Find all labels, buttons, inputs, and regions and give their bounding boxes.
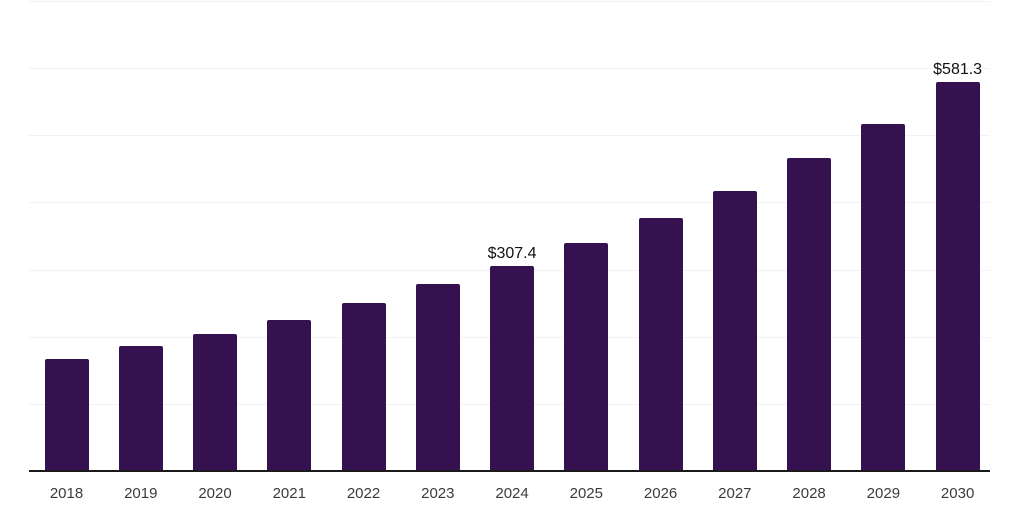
bar-2023 xyxy=(415,284,460,472)
x-tick-2030: 2030 xyxy=(940,485,975,502)
data-label-2030: $581.3 xyxy=(933,60,983,78)
bar-2021 xyxy=(267,319,312,472)
bar-2025 xyxy=(564,243,609,472)
x-axis-line xyxy=(29,470,990,472)
bar-2027 xyxy=(712,190,757,472)
bar-2026 xyxy=(638,218,683,472)
x-tick-2023: 2023 xyxy=(421,485,455,502)
x-tick-2019: 2019 xyxy=(124,485,158,502)
x-tick-2018: 2018 xyxy=(49,485,84,502)
x-tick-2024: 2024 xyxy=(495,485,529,502)
gridline xyxy=(29,135,990,137)
x-tick-2022: 2022 xyxy=(346,485,381,502)
data-label-2024: $307.4 xyxy=(487,244,537,262)
bar-2024 xyxy=(490,265,535,472)
gridline xyxy=(29,202,990,204)
x-tick-2027: 2027 xyxy=(718,485,752,502)
bar-2019 xyxy=(118,346,163,472)
bar-2018 xyxy=(44,358,89,472)
bar-2020 xyxy=(193,333,238,472)
gridline xyxy=(29,1,990,2)
gridline xyxy=(29,68,990,70)
x-tick-2029: 2029 xyxy=(866,485,901,502)
bar-2028 xyxy=(787,158,832,472)
bar-2030 xyxy=(935,81,980,472)
x-tick-2021: 2021 xyxy=(272,485,306,502)
bar-2029 xyxy=(861,124,906,472)
x-tick-2026: 2026 xyxy=(643,485,678,502)
x-tick-2025: 2025 xyxy=(569,485,603,502)
x-tick-2028: 2028 xyxy=(792,485,826,502)
x-tick-2020: 2020 xyxy=(198,485,232,502)
bar-2022 xyxy=(341,303,386,472)
